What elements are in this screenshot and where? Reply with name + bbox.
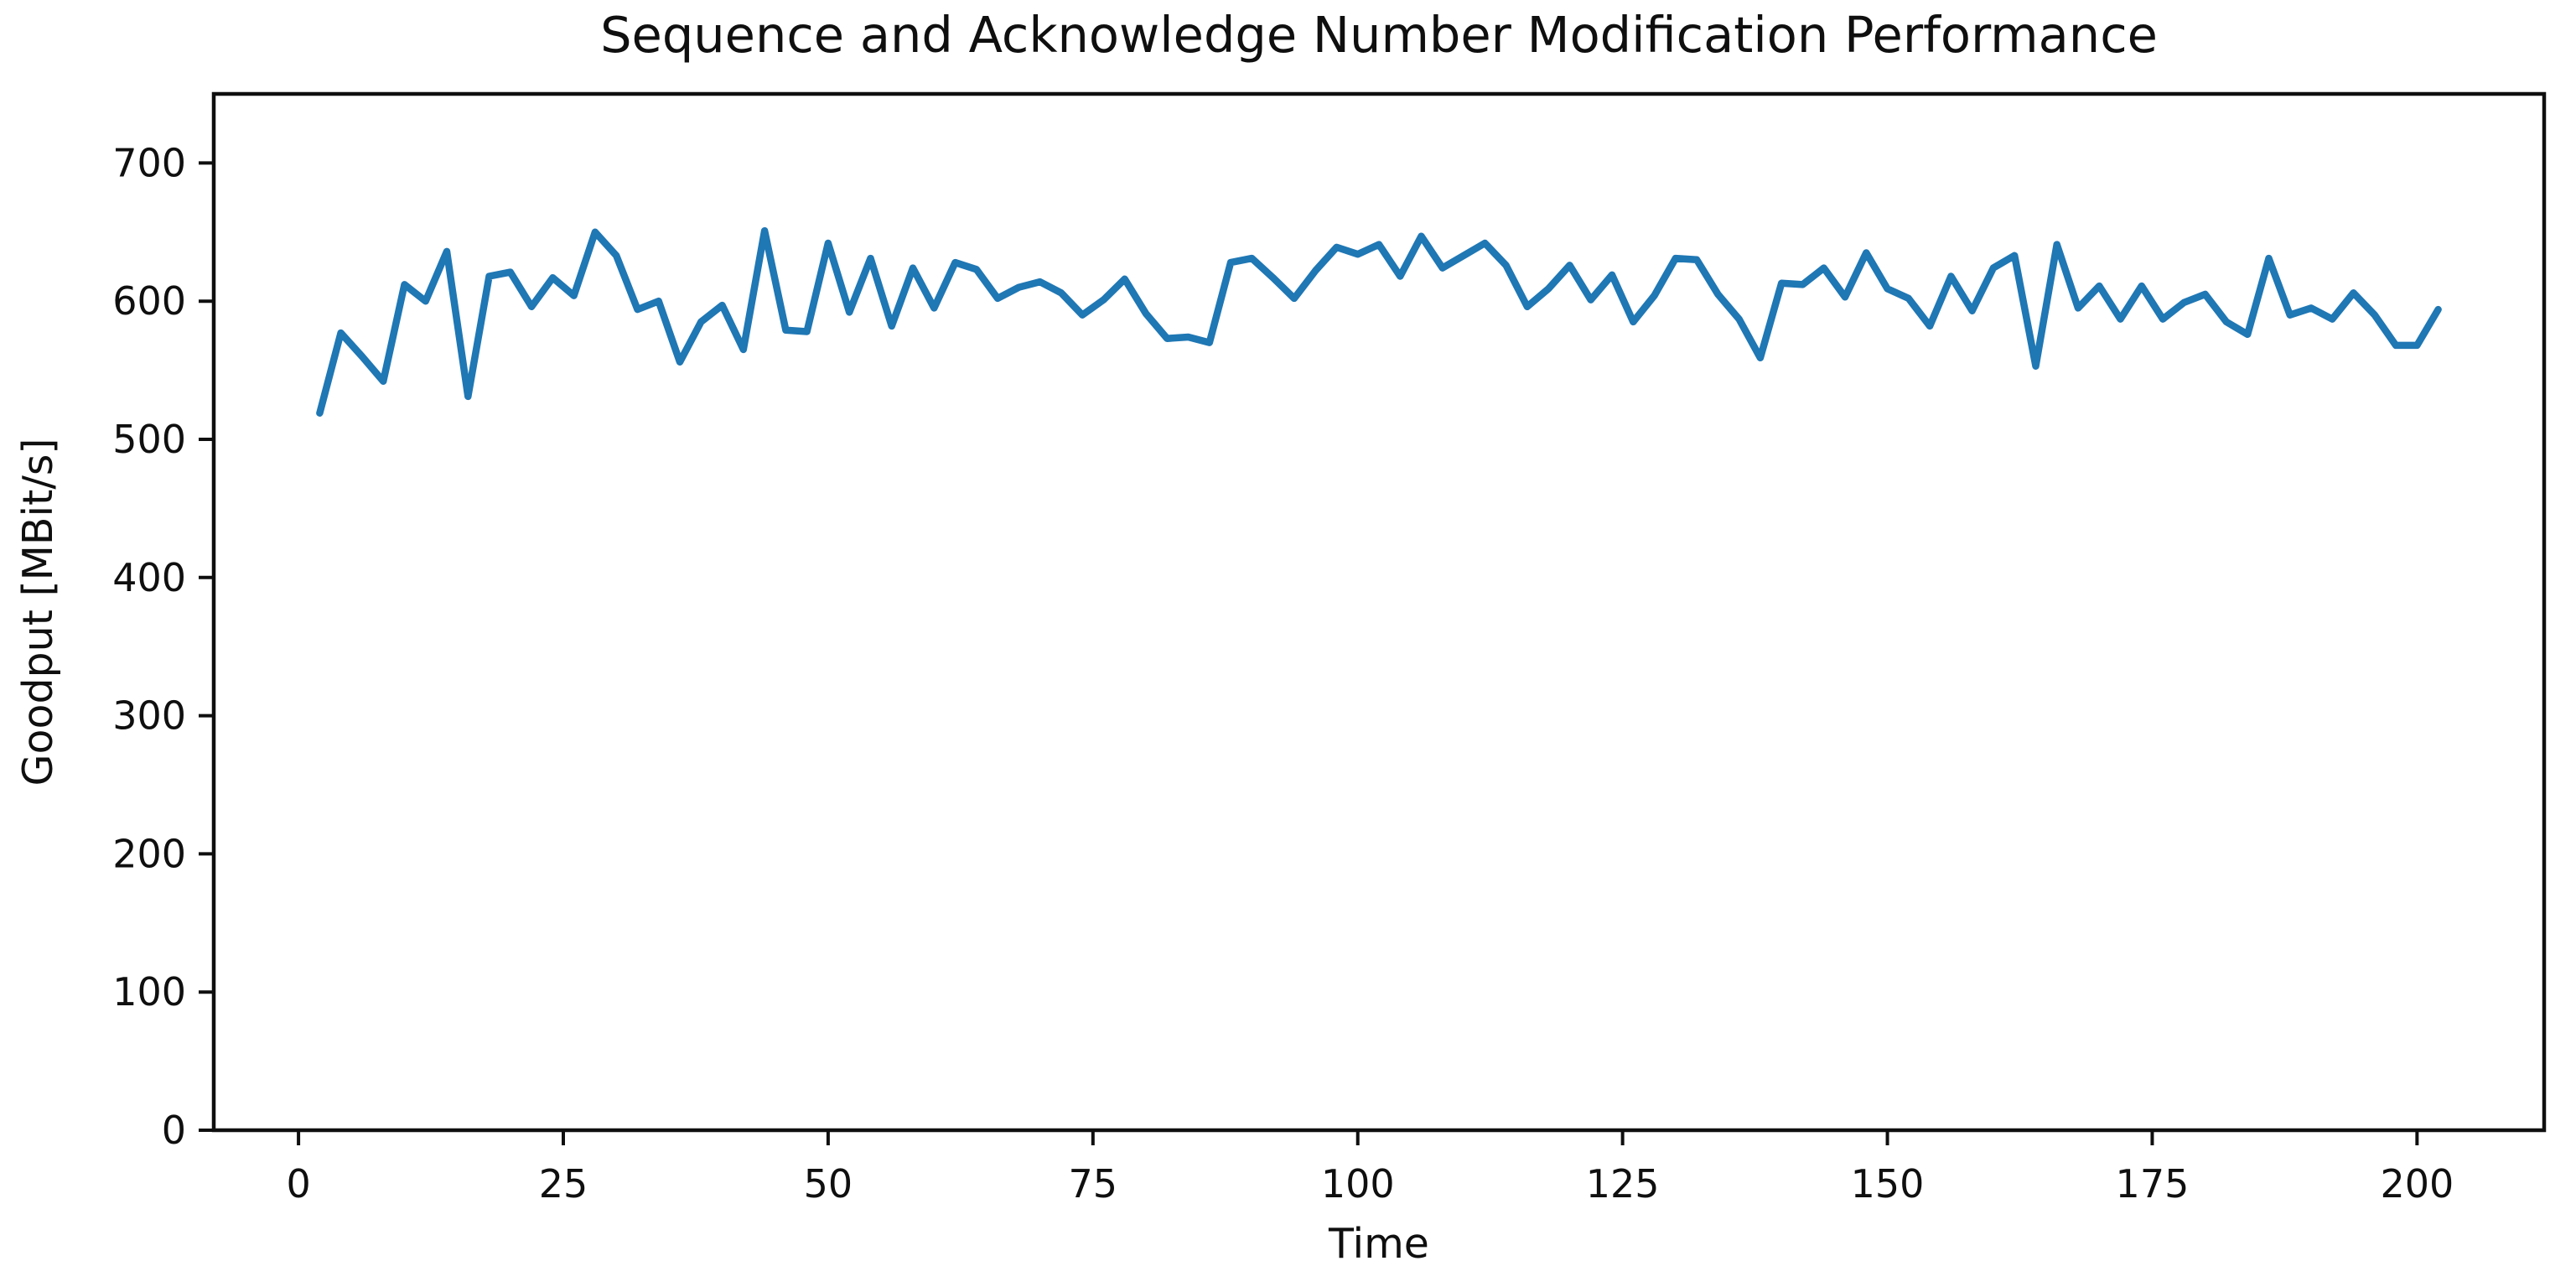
series-group	[316, 226, 2442, 417]
x-tick-label: 175	[2116, 1161, 2190, 1207]
y-tick-label: 100	[112, 969, 186, 1015]
x-tick-label: 150	[1851, 1161, 1925, 1207]
y-axis-label: Goodput [MBit/s]	[14, 439, 62, 786]
goodput-line	[316, 226, 2442, 417]
x-tick-label: 200	[2380, 1161, 2454, 1207]
y-tick-label: 600	[112, 278, 186, 324]
y-tick-label: 400	[112, 555, 186, 600]
y-tick-label: 500	[112, 417, 186, 462]
x-tick-label: 125	[1586, 1161, 1660, 1207]
y-tick-label: 700	[112, 140, 186, 185]
y-tick-label: 200	[112, 831, 186, 876]
plot-border	[211, 91, 2547, 1133]
x-axis-ticks: 0 25 50 75 100 125 150 175 200	[286, 1130, 2454, 1207]
y-tick-label: 0	[162, 1108, 186, 1153]
y-tick-label: 300	[112, 693, 186, 739]
y-axis-ticks: 0 100 200 300 400 500 600 700	[112, 140, 214, 1153]
x-tick-label: 50	[804, 1161, 853, 1207]
x-tick-label: 75	[1069, 1161, 1118, 1207]
x-tick-label: 25	[539, 1161, 588, 1207]
x-tick-label: 0	[286, 1161, 310, 1207]
x-tick-label: 100	[1321, 1161, 1395, 1207]
x-axis-label: Time	[1328, 1220, 1429, 1268]
chart-title: Sequence and Acknowledge Number Modifica…	[600, 6, 2158, 64]
